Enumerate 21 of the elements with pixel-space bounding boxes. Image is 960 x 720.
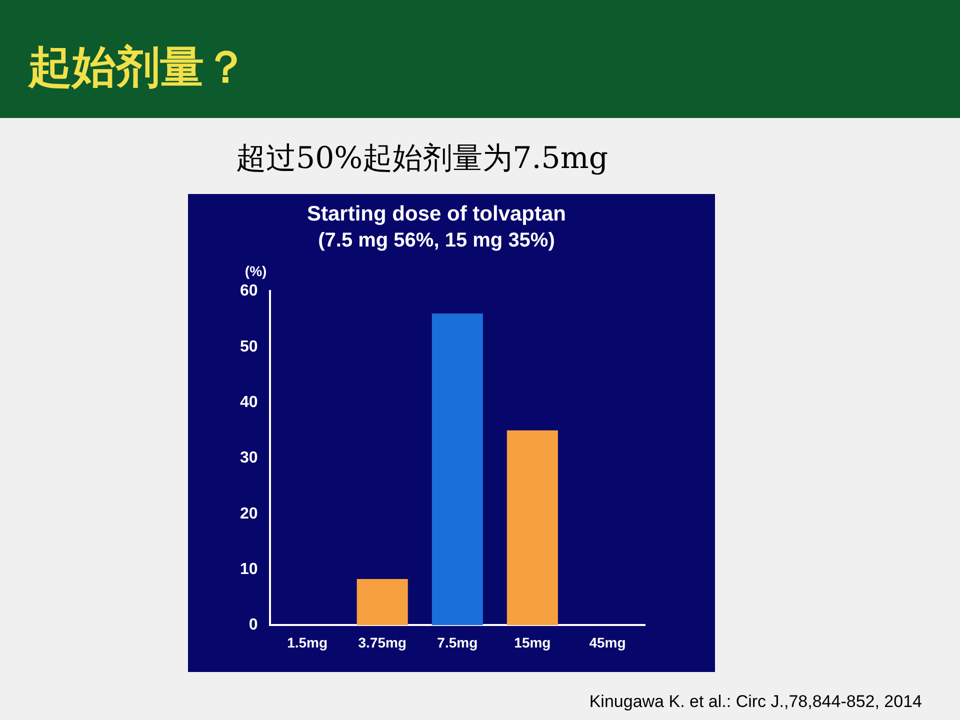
x-tick-label: 15mg [514,634,551,650]
y-tick-label: 10 [240,560,258,578]
y-tick-label: 40 [240,394,258,411]
x-tick-label: 3.75mg [358,634,406,650]
y-tick-label: 30 [240,450,258,467]
y-tick-label: 50 [240,338,258,356]
bar [356,578,408,626]
bar [506,430,558,626]
y-tick-label: 20 [240,505,258,522]
y-axis-title: (%) [244,263,267,280]
x-tick-label: 45mg [589,634,626,650]
bar [432,313,483,626]
y-tick-label: 60 [240,282,258,300]
text: 起始剂量？ [28,41,248,95]
x-tick-label: 7.5mg [437,634,478,650]
text: Kinugawa K. et al.: Circ J.,78,844-852, 2014 [589,692,922,712]
chart-subtitle: (7.5 mg 56%, 15 mg 35%) [318,230,555,252]
y-tick-label: 0 [248,616,258,634]
chart-title: Starting dose of tolvaptan [306,202,566,226]
x-tick-label: 1.5mg [287,634,328,650]
text: 超过50%起始剂量为7.5mg [236,140,608,178]
